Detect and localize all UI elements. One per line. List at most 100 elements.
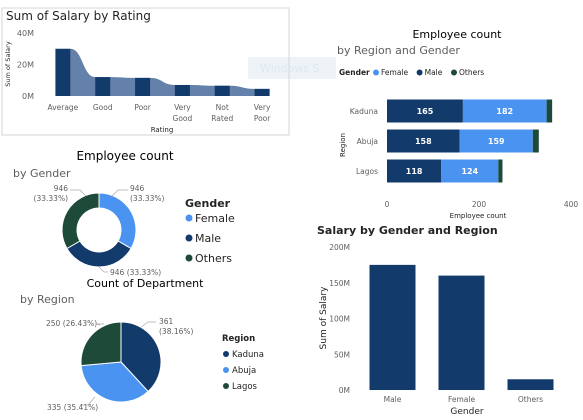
salary-rating-ytick: 20M (17, 61, 34, 70)
region-legend-label: Others (459, 68, 484, 77)
gender-legend-title: Gender (185, 197, 231, 210)
salary-rating-xtick: Good (93, 103, 113, 112)
department-slice-lagos (80, 321, 122, 367)
salary-rating-bar (254, 88, 270, 96)
salary-rating-xtick: Average (48, 103, 79, 112)
watermark-text: Windows S (260, 62, 320, 75)
salary-rating-bar (55, 48, 71, 96)
department-leader-line (95, 323, 104, 326)
region-legend-marker (373, 69, 379, 76)
gender-leader-line (111, 189, 128, 197)
gender-data-label: (33.33%) (130, 194, 165, 203)
salary-gender-xlabel: Gender (450, 407, 483, 417)
department-pie-chart: 361(38.16%) 335 (35.41%) 250 (26.43%) Regio… (46, 317, 264, 412)
department-legend-title: Region (222, 334, 255, 344)
gender-legend-marker (185, 254, 193, 262)
gender-legend-label: Male (195, 232, 221, 245)
gender-slice-male (66, 240, 132, 268)
region-data-label: 124 (461, 167, 478, 176)
salary-rating-xtick: Very (254, 103, 271, 112)
salary-rating-bar (135, 77, 151, 96)
salary-rating-title: Sum of Salary by Rating (6, 9, 151, 23)
region-xtick: 400 (564, 200, 579, 209)
region-xtick: 0 (385, 200, 390, 209)
gender-legend-marker (185, 214, 193, 222)
region-bar-male (387, 159, 442, 183)
gender-legend-label: Others (195, 252, 232, 265)
salary-gender-ytick: 200M (329, 243, 350, 252)
gender-chart-title: Employee count (76, 149, 173, 163)
region-data-label: 158 (415, 137, 432, 146)
watermark-box (248, 57, 336, 79)
region-chart-title: Employee count (412, 28, 502, 41)
region-bar-female (459, 129, 533, 153)
department-slice-abuja (80, 361, 149, 403)
region-data-label: 165 (417, 107, 434, 116)
salary-gender-bar (507, 379, 554, 390)
region-ytick: Kaduna (350, 107, 378, 116)
salary-gender-title: Salary by Gender and Region (317, 224, 498, 237)
salary-rating-xtick: Very (174, 103, 191, 112)
region-legend-marker (451, 69, 457, 76)
region-legend-title: Gender (339, 68, 370, 77)
region-bar-others (532, 129, 539, 153)
department-data-label: (38.16%) (159, 327, 194, 336)
salary-rating-bar (214, 85, 230, 96)
region-ylabel: Region (339, 133, 347, 157)
salary-rating-xtick: Good (173, 114, 193, 123)
department-chart-subtitle: by Region (20, 293, 75, 306)
region-xlabel: Employee count (450, 212, 507, 220)
salary-gender-bar (438, 275, 485, 390)
salary-gender-ytick: 100M (329, 315, 350, 324)
region-bar-male (387, 129, 460, 153)
department-legend-marker (223, 383, 229, 389)
department-data-label: 250 (26.43%) (46, 319, 97, 328)
region-stacked-bar-chart: Gender Female Male Others Kaduna 165 182 Abuja 1… (339, 68, 578, 220)
salary-rating-chart: 0M 20M 40M Sum of Salary Average Good Poor Very… (4, 29, 271, 134)
salary-rating-xlabel: Rating (151, 126, 174, 134)
department-leader-line (139, 321, 156, 329)
department-legend-label: Lagos (232, 382, 258, 392)
region-legend-marker (416, 69, 423, 76)
gender-leader-line (98, 266, 108, 273)
salary-rating-bar (174, 84, 190, 96)
salary-rating-xtick: Poor (254, 114, 271, 123)
department-leader-line (82, 396, 96, 406)
salary-rating-ribbon (70, 48, 270, 96)
region-xtick: 200 (472, 200, 487, 209)
region-legend-label: Female (381, 68, 409, 77)
region-bar-female (462, 99, 547, 123)
salary-gender-ylabel: Sum of Salary (319, 286, 329, 350)
region-data-label: 182 (496, 107, 513, 116)
gender-legend-marker (185, 234, 193, 242)
salary-rating-ytick: 0M (22, 92, 34, 101)
region-data-label: 159 (488, 137, 505, 146)
department-data-label: 361 (159, 317, 174, 326)
salary-gender-xtick: Female (448, 395, 476, 404)
gender-chart-subtitle: by Gender (13, 167, 71, 180)
salary-rating-card (1, 7, 290, 136)
salary-gender-ytick: 0M (339, 386, 350, 395)
department-legend-marker (223, 351, 229, 357)
salary-rating-xtick: Poor (134, 103, 151, 112)
region-ytick: Lagos (356, 167, 378, 176)
gender-leader-line (70, 189, 87, 197)
region-bar-others (546, 99, 553, 123)
region-data-label: 118 (406, 167, 423, 176)
region-legend-label: Male (425, 68, 443, 77)
salary-gender-xtick: Male (384, 395, 402, 404)
gender-data-label: 946 (130, 184, 145, 193)
gender-data-label: (33.33%) (34, 194, 69, 203)
gender-slice-others (61, 192, 100, 250)
salary-gender-xtick: Others (518, 395, 543, 404)
region-bar-male (387, 99, 463, 123)
salary-rating-ytick: 40M (17, 29, 34, 38)
region-bar-others (498, 159, 503, 183)
department-data-label: 335 (35.41%) (47, 403, 98, 412)
region-chart-subtitle: by Region and Gender (337, 44, 460, 57)
salary-gender-ytick: 50M (334, 350, 350, 359)
gender-data-label: 946 (54, 184, 69, 193)
salary-rating-bar (95, 77, 111, 96)
salary-rating-xtick: Rated (211, 114, 233, 123)
